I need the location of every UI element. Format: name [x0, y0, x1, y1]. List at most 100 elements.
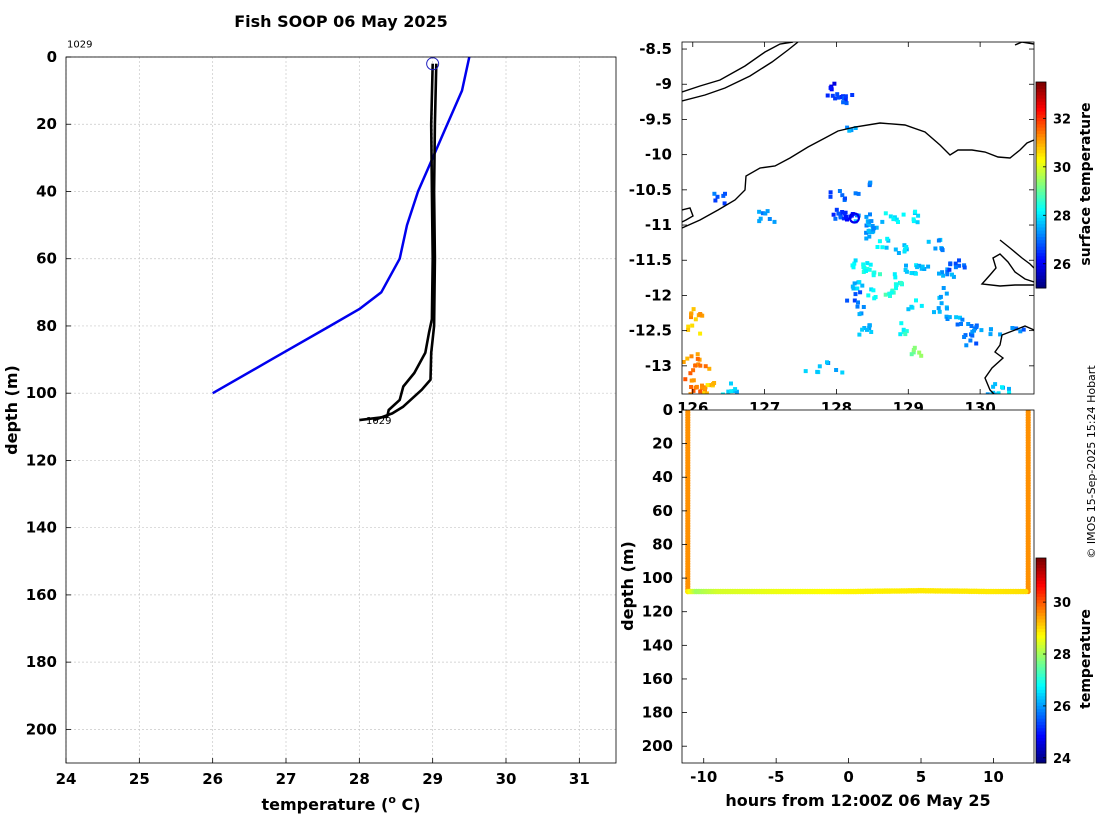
section-colorbar-step [1036, 759, 1046, 764]
profile-ytick-label: 140 [26, 519, 57, 537]
sst-cell [857, 280, 862, 285]
map-colorbar-step [1036, 207, 1046, 212]
coastline-melville-island [980, 253, 1034, 287]
sst-cell [698, 363, 703, 368]
profile-xlabel-main: temperature ( [261, 795, 388, 814]
profile-ytick-label: 100 [26, 384, 57, 402]
profile-xtick-label: 30 [496, 770, 517, 788]
map-colorbar-step [1036, 152, 1046, 157]
sst-cell [988, 332, 993, 337]
sst-cell [845, 125, 850, 130]
sst-cell [723, 191, 727, 196]
profile-frame [65, 56, 617, 764]
profile-ylabel: depth (m) [2, 365, 21, 455]
sst-cell [693, 363, 698, 368]
map-ytick-label: -9.5 [639, 110, 672, 128]
sst-cell [843, 210, 848, 215]
map-colorbar-step [1036, 226, 1046, 231]
sst-cell [855, 286, 860, 291]
section-colorbar-step [1036, 583, 1046, 588]
map-ytick-label: -8.5 [639, 40, 672, 58]
sst-cell [850, 93, 855, 97]
section-xtick-label: -10 [690, 768, 717, 786]
sst-cell [700, 383, 704, 388]
sst-cell [893, 275, 898, 280]
sst-cell [948, 262, 953, 267]
map-colorbar-step [1036, 252, 1046, 257]
sst-cell [841, 100, 846, 105]
sst-cell [831, 212, 836, 217]
sst-cell [825, 93, 830, 98]
section-colorbar-tick-label: 24 [1053, 752, 1071, 767]
profile-xtick-label: 25 [129, 770, 150, 788]
section-track-point [1022, 588, 1029, 595]
sst-cell [970, 329, 975, 334]
sst-cell [913, 209, 918, 214]
sst-cell [891, 217, 896, 222]
sst-cell [969, 332, 973, 337]
profile-ytick-label: 200 [26, 720, 57, 738]
section-colorbar-step [1036, 654, 1046, 658]
sst-cell [867, 234, 872, 239]
sst-cell [936, 306, 941, 311]
sst-cell [803, 369, 808, 374]
map-ytick-label: -11 [645, 216, 672, 234]
map-colorbar-frame [1035, 81, 1047, 289]
sst-cell [855, 304, 860, 309]
sst-cell [867, 326, 872, 330]
sst-cell [937, 271, 941, 276]
sst-cell [757, 209, 762, 214]
sst-cell [704, 391, 709, 394]
section-colorbar-step [1036, 599, 1046, 604]
sst-cell [703, 364, 708, 369]
sst-cell [1021, 327, 1026, 332]
map-colorbar-step [1036, 156, 1046, 160]
map-colorbar-step [1036, 262, 1046, 266]
sst-cell [828, 194, 833, 199]
profile-ytick-label: 180 [26, 653, 57, 671]
map-colorbar-tick-label: 26 [1053, 258, 1071, 273]
map-colorbar-step [1036, 284, 1046, 289]
sst-cell [871, 288, 876, 293]
map-colorbar-step [1036, 94, 1046, 99]
sst-cell [920, 264, 925, 269]
section-ytick-label: 140 [642, 636, 673, 654]
map-colorbar-step [1036, 101, 1046, 106]
sst-cell [868, 180, 873, 185]
sst-cell [861, 270, 866, 274]
sst-cell [870, 224, 875, 228]
sst-cell [853, 292, 858, 297]
sst-cell [689, 315, 693, 320]
section-colorbar-step [1036, 686, 1046, 690]
sst-cell [966, 322, 971, 326]
sst-cell [757, 219, 762, 224]
sst-cell [837, 189, 842, 193]
sst-cell [909, 271, 914, 275]
section-colorbar-step [1036, 561, 1046, 565]
profile-xtick-label: 26 [202, 770, 223, 788]
section-ytick-label: 0 [663, 401, 673, 419]
map-colorbar-step [1036, 249, 1046, 254]
sst-cell [947, 267, 952, 272]
sst-cell [909, 304, 914, 309]
coastline-island-ne [1014, 42, 1034, 46]
map-colorbar-step [1036, 168, 1046, 173]
profile-ytick-label: 60 [36, 250, 57, 268]
section-colorbar-step [1036, 622, 1046, 626]
map-colorbar-step [1036, 197, 1046, 202]
sst-cell [878, 272, 882, 277]
sst-cell [993, 382, 998, 387]
profile-ytick-label: 20 [36, 115, 57, 133]
sst-cell [698, 312, 703, 316]
profile-ytick-label: 40 [36, 182, 57, 200]
sst-cell [849, 128, 854, 133]
section-colorbar-step [1036, 724, 1046, 729]
map-colorbar-step [1036, 114, 1046, 118]
map-colorbar-step [1036, 223, 1046, 228]
sst-cell [883, 211, 888, 216]
sst-cell [840, 210, 845, 214]
sst-cell [919, 303, 924, 308]
figure-title: Fish SOOP 06 May 2025 [234, 12, 448, 31]
map-colorbar-step [1036, 259, 1046, 263]
sst-cell [872, 270, 877, 275]
